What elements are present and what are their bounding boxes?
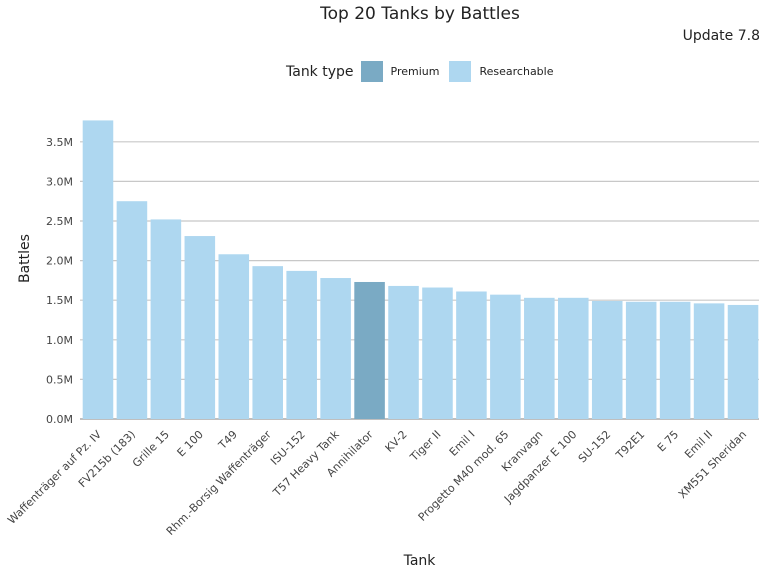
legend-title: Tank type	[286, 63, 354, 80]
x-axis-title: Tank	[403, 553, 437, 569]
x-tick-label: Emil I	[447, 428, 478, 459]
y-tick-label: 1.0M	[46, 334, 73, 347]
y-tick-label: 1.5M	[46, 294, 73, 307]
bar	[524, 297, 555, 419]
bar	[591, 300, 623, 419]
y-axis-title: Battles	[17, 234, 33, 283]
x-tick-label: SU-152	[576, 428, 613, 465]
y-tick-label: 3.0M	[46, 175, 73, 188]
bar	[422, 287, 453, 419]
chart-title: Top 20 Tanks by Battles	[320, 4, 520, 24]
x-tick-label: E 75	[655, 428, 681, 454]
x-tick-label: KV-2	[383, 428, 410, 455]
bar	[184, 236, 216, 419]
y-tick-label: 3.5M	[46, 136, 73, 149]
bar	[354, 281, 385, 419]
legend-item-premium[interactable]: Premium	[360, 61, 440, 82]
bar	[388, 285, 419, 419]
legend-swatch-premium	[360, 61, 383, 82]
bar	[625, 301, 657, 419]
bar	[693, 303, 725, 419]
x-tick-label: Tiger II	[407, 428, 444, 465]
chart-subtitle: Update 7.8	[682, 28, 760, 44]
y-tick-label: 0.0M	[46, 413, 73, 426]
x-tick-label: Grille 15	[130, 428, 172, 470]
legend-label-researchable: Researchable	[479, 65, 554, 78]
bar	[490, 294, 521, 419]
bar	[557, 297, 589, 419]
bar	[252, 266, 284, 419]
bar	[150, 219, 182, 419]
y-tick-label: 0.5M	[46, 373, 73, 386]
bar	[218, 254, 250, 419]
bar	[82, 120, 114, 419]
legend-item-researchable[interactable]: Researchable	[449, 61, 554, 82]
bar	[286, 270, 317, 419]
y-tick-label: 2.5M	[46, 215, 73, 228]
bar	[727, 304, 759, 419]
x-tick-label: E 100	[175, 428, 206, 459]
legend: Tank type Premium Researchable	[286, 61, 564, 82]
legend-label-premium: Premium	[390, 65, 440, 78]
x-tick-label: T49	[215, 428, 240, 453]
y-tick-label: 2.0M	[46, 255, 73, 268]
x-tick-label: Emil II	[682, 428, 715, 461]
legend-swatch-researchable	[449, 61, 472, 82]
bar	[659, 301, 691, 419]
bar	[116, 201, 148, 419]
x-tick-label: T92E1	[613, 428, 647, 462]
bar	[456, 291, 487, 419]
bar	[320, 278, 351, 419]
